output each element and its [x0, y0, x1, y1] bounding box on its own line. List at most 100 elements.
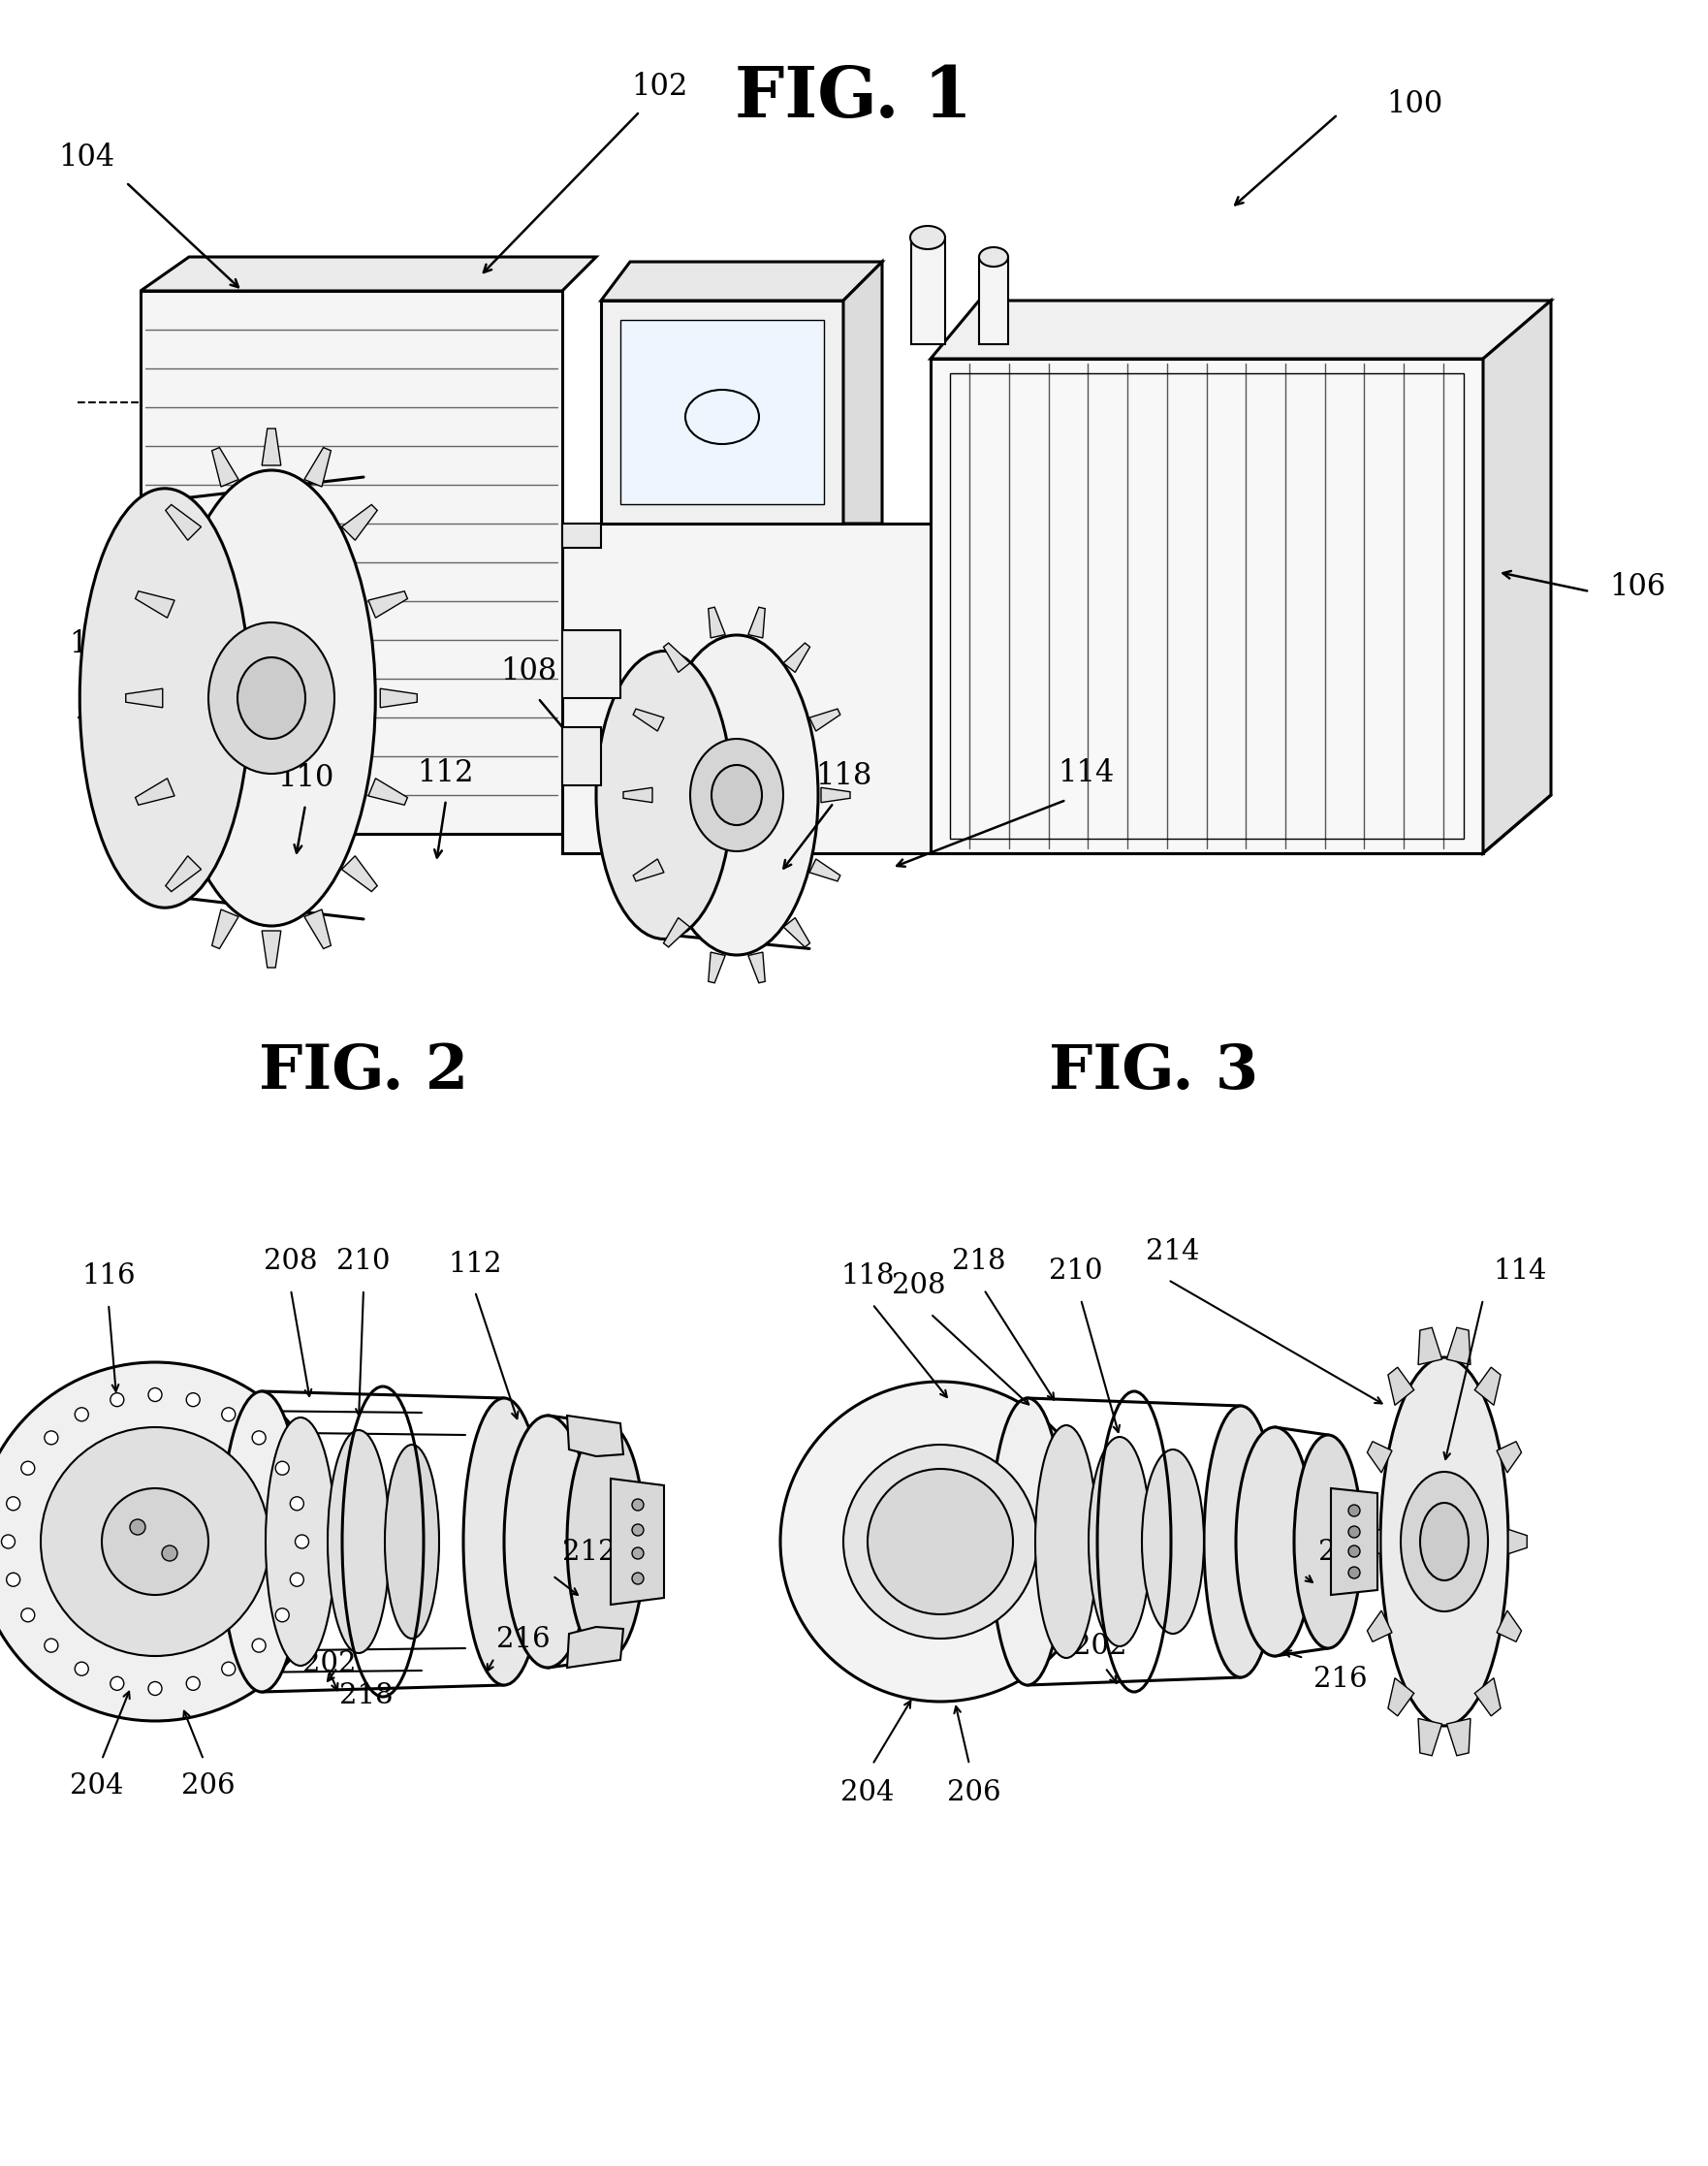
Polygon shape [212, 910, 239, 949]
Polygon shape [1366, 1440, 1392, 1473]
Polygon shape [1508, 1529, 1527, 1553]
Ellipse shape [1143, 1449, 1204, 1633]
Text: 206: 206 [948, 1778, 1001, 1806]
Ellipse shape [80, 490, 249, 908]
Polygon shape [709, 606, 726, 639]
Text: FIG. 3: FIG. 3 [1049, 1042, 1259, 1102]
Ellipse shape [111, 1393, 125, 1406]
Ellipse shape [253, 1432, 266, 1445]
Ellipse shape [102, 1488, 208, 1594]
Polygon shape [931, 301, 1551, 360]
Text: 112: 112 [417, 758, 475, 788]
Text: 218: 218 [951, 1248, 1006, 1276]
Ellipse shape [1237, 1427, 1313, 1657]
Ellipse shape [20, 1609, 34, 1622]
Text: 216: 216 [1313, 1666, 1368, 1694]
Polygon shape [634, 860, 664, 882]
Ellipse shape [632, 1499, 644, 1510]
Ellipse shape [290, 1497, 304, 1510]
Polygon shape [126, 689, 162, 708]
Ellipse shape [1348, 1547, 1360, 1557]
Ellipse shape [979, 247, 1008, 266]
Text: FIG. 1: FIG. 1 [734, 63, 974, 132]
Polygon shape [709, 953, 726, 983]
Polygon shape [810, 860, 840, 882]
Ellipse shape [1348, 1566, 1360, 1579]
Text: 102: 102 [630, 71, 687, 102]
Polygon shape [261, 931, 280, 968]
Ellipse shape [632, 1525, 644, 1536]
Text: 210: 210 [336, 1248, 391, 1276]
Ellipse shape [41, 1427, 270, 1657]
Ellipse shape [596, 652, 731, 940]
Text: 114: 114 [1057, 758, 1114, 788]
Text: 118: 118 [815, 760, 871, 791]
Polygon shape [369, 778, 408, 806]
Ellipse shape [266, 1417, 335, 1666]
Ellipse shape [20, 1462, 34, 1475]
Ellipse shape [130, 1518, 145, 1536]
Polygon shape [166, 856, 202, 892]
Polygon shape [1474, 1679, 1501, 1715]
Text: 112: 112 [447, 1250, 502, 1278]
Text: 204: 204 [70, 1772, 125, 1800]
Ellipse shape [149, 1388, 162, 1401]
Text: 214: 214 [1146, 1239, 1199, 1265]
Polygon shape [910, 238, 945, 344]
Ellipse shape [7, 1497, 20, 1510]
Polygon shape [562, 524, 601, 548]
Text: 118: 118 [840, 1263, 895, 1289]
Text: 216: 216 [497, 1627, 550, 1653]
Ellipse shape [910, 225, 945, 249]
Text: 202: 202 [1073, 1633, 1127, 1659]
Ellipse shape [632, 1573, 644, 1583]
Ellipse shape [712, 765, 762, 825]
Ellipse shape [1419, 1503, 1469, 1581]
Polygon shape [135, 591, 174, 617]
Ellipse shape [567, 1423, 644, 1659]
Ellipse shape [1035, 1425, 1097, 1657]
Text: FIG. 2: FIG. 2 [258, 1042, 468, 1102]
Ellipse shape [868, 1469, 1013, 1614]
Ellipse shape [1295, 1434, 1361, 1648]
Ellipse shape [1401, 1471, 1488, 1612]
Text: 110: 110 [277, 762, 333, 793]
Ellipse shape [44, 1640, 58, 1653]
Polygon shape [140, 290, 562, 834]
Ellipse shape [208, 622, 335, 773]
Ellipse shape [186, 1393, 200, 1406]
Ellipse shape [186, 1676, 200, 1689]
Text: 206: 206 [181, 1772, 236, 1800]
Ellipse shape [1348, 1527, 1360, 1538]
Polygon shape [567, 1417, 623, 1456]
Polygon shape [1331, 1488, 1377, 1594]
Ellipse shape [222, 1661, 236, 1676]
Polygon shape [1389, 1367, 1414, 1406]
Polygon shape [822, 788, 851, 804]
Polygon shape [567, 1627, 623, 1668]
Text: 100: 100 [1387, 89, 1443, 119]
Text: 212: 212 [1319, 1538, 1372, 1566]
Polygon shape [562, 728, 601, 786]
Ellipse shape [0, 1362, 335, 1722]
Ellipse shape [1380, 1358, 1508, 1726]
Ellipse shape [162, 1547, 178, 1562]
Ellipse shape [632, 1547, 644, 1560]
Polygon shape [601, 301, 844, 524]
Polygon shape [931, 360, 1483, 853]
Polygon shape [369, 591, 408, 617]
Text: 204: 204 [840, 1778, 895, 1806]
Ellipse shape [7, 1573, 20, 1586]
Ellipse shape [111, 1676, 125, 1689]
Polygon shape [663, 643, 690, 671]
Ellipse shape [275, 1462, 289, 1475]
Ellipse shape [328, 1430, 389, 1653]
Polygon shape [1447, 1328, 1471, 1365]
Polygon shape [1418, 1328, 1442, 1365]
Polygon shape [979, 258, 1008, 344]
Ellipse shape [1088, 1436, 1151, 1646]
Ellipse shape [237, 656, 306, 739]
Polygon shape [1366, 1612, 1392, 1642]
Ellipse shape [781, 1382, 1100, 1702]
Ellipse shape [290, 1573, 304, 1586]
